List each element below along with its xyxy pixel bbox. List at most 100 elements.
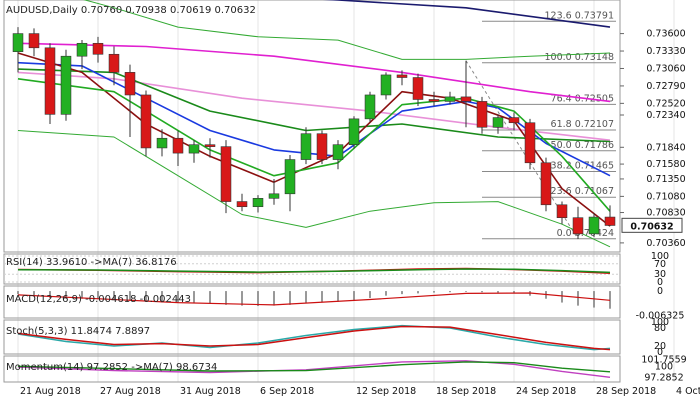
candle-body	[60, 55, 72, 115]
candle-body	[156, 137, 168, 149]
moving-average-line	[17, 78, 611, 212]
x-axis: 21 Aug 2018 27 Aug 2018 31 Aug 2018 6 Sep 2…	[20, 386, 700, 397]
y-tick-label: 0.73330	[646, 46, 685, 57]
grid-layer	[17, 0, 675, 382]
momentum-series-line	[17, 361, 611, 373]
current-price-label: 0.70632	[630, 221, 673, 232]
candle-body	[12, 33, 24, 52]
y-tick-label: 0.71080	[646, 191, 685, 202]
candle-body	[476, 101, 488, 128]
stoch-tick-label: 20	[654, 341, 666, 352]
panel-frame-1	[3, 253, 621, 285]
bollinger-band-line	[17, 130, 611, 248]
momentum-title: Momentum(14) 97.2852 ->MA(7) 98.6734	[6, 362, 217, 373]
candle-body	[604, 216, 616, 226]
candle-body	[540, 162, 552, 206]
rsi-tick-label: 100	[651, 251, 669, 262]
rsi-title: RSI(14) 33.9610 ->MA(7) 36.8176	[6, 257, 177, 268]
candle-body	[524, 122, 536, 164]
moving-averages	[17, 0, 611, 227]
candle-body	[44, 47, 56, 115]
stoch-tick-label: 0	[657, 347, 663, 358]
macd-signal-line	[17, 292, 611, 306]
moving-average-line	[322, 0, 611, 28]
stoch-tick-label: 80	[654, 323, 666, 334]
y-tick-label: 0.72790	[646, 81, 685, 92]
candle-body	[92, 42, 104, 55]
stoch-title: Stoch(5,3,3) 11.8474 7.8897	[6, 326, 150, 337]
stoch-tick-label: 100	[651, 317, 669, 328]
x-date-label: 24 Sep 2018	[516, 386, 576, 397]
candle-body	[28, 33, 40, 49]
candle-body	[508, 117, 520, 124]
candle-body	[460, 96, 472, 102]
bollinger-band-line	[83, 0, 611, 60]
momentum-series-line	[17, 360, 611, 378]
y-tick-label: 0.73600	[646, 29, 685, 40]
candle-body	[316, 133, 328, 160]
fib-level-label: 38.2 0.71465	[551, 161, 614, 172]
panel-frame-4	[3, 355, 621, 383]
candle-body	[284, 159, 296, 195]
bollinger-bands	[17, 0, 611, 248]
x-date-label: 21 Aug 2018	[20, 386, 81, 397]
candle-body	[124, 72, 136, 96]
y-tick-label: 0.71580	[646, 159, 685, 170]
y-tick-label: 0.72340	[646, 110, 685, 121]
y-tick-label: 0.70360	[646, 238, 685, 249]
candles-layer	[12, 27, 616, 240]
panel-frames	[3, 0, 621, 383]
fib-level-label: 50.0 0.71786	[551, 140, 614, 151]
x-date-label: 31 Aug 2018	[180, 386, 241, 397]
y-tick-label: 0.72520	[646, 98, 685, 109]
momentum-tick-label: 100	[655, 362, 673, 373]
indicator-series	[4, 255, 620, 378]
y-tick-label: 0.71840	[646, 142, 685, 153]
momentum-tick-label: 101.7559	[641, 355, 686, 366]
current-price-box	[621, 217, 683, 233]
candle-body	[172, 137, 184, 154]
fib-level-label: 100.0 0.73148	[544, 52, 614, 63]
candle-body	[428, 99, 440, 102]
candle-body	[236, 201, 248, 208]
rsi-tick-label: 0	[657, 277, 663, 288]
x-date-label: 12 Sep 2018	[356, 386, 416, 397]
candle-body	[556, 204, 568, 219]
moving-average-line	[17, 61, 611, 177]
chart-header: AUDUSD,Daily 0.70760 0.70938 0.70619 0.7…	[6, 5, 256, 16]
rsi-tick-label: 30	[654, 269, 666, 280]
candle-body	[252, 198, 264, 208]
fib-level-label: 123.6 0.73791	[544, 10, 614, 21]
y-tick-label: 0.70830	[646, 208, 685, 219]
macd-tick-label: -0.006325	[636, 310, 685, 321]
candle-body	[444, 96, 456, 102]
candle-body	[220, 146, 232, 202]
rsi-tick-label: 70	[654, 259, 666, 270]
candle-body	[412, 77, 424, 100]
candle-body	[188, 144, 200, 154]
moving-average-line	[17, 71, 611, 141]
candle-body	[572, 217, 584, 235]
candle-body	[204, 144, 216, 147]
x-date-label: 4 Oct 2018	[676, 386, 700, 397]
panel-frame-2	[3, 285, 621, 319]
y-tick-label: 0.71350	[646, 174, 685, 185]
candle-body	[76, 42, 88, 57]
candle-body	[364, 94, 376, 120]
y-tick-label: 0.73060	[646, 63, 685, 74]
rsi-series-line	[17, 268, 611, 274]
stoch-series-line	[17, 325, 611, 351]
stoch-series-line	[17, 324, 611, 351]
candle-body	[332, 144, 344, 160]
candle-body	[268, 193, 280, 199]
candle-body	[380, 74, 392, 96]
x-date-label: 28 Sep 2018	[596, 386, 656, 397]
moving-average-line	[17, 42, 611, 103]
x-date-label: 18 Sep 2018	[436, 386, 496, 397]
y-axis: 0.73600 0.73330 0.73060 0.72790 0.725200.723…	[620, 29, 687, 383]
macd-title: MACD(12,26,9) -0.004618 -0.002443	[6, 294, 191, 305]
x-date-label: 27 Aug 2018	[100, 386, 161, 397]
candle-body	[108, 53, 120, 73]
fib-level-label: 23.6 0.71067	[551, 186, 614, 197]
